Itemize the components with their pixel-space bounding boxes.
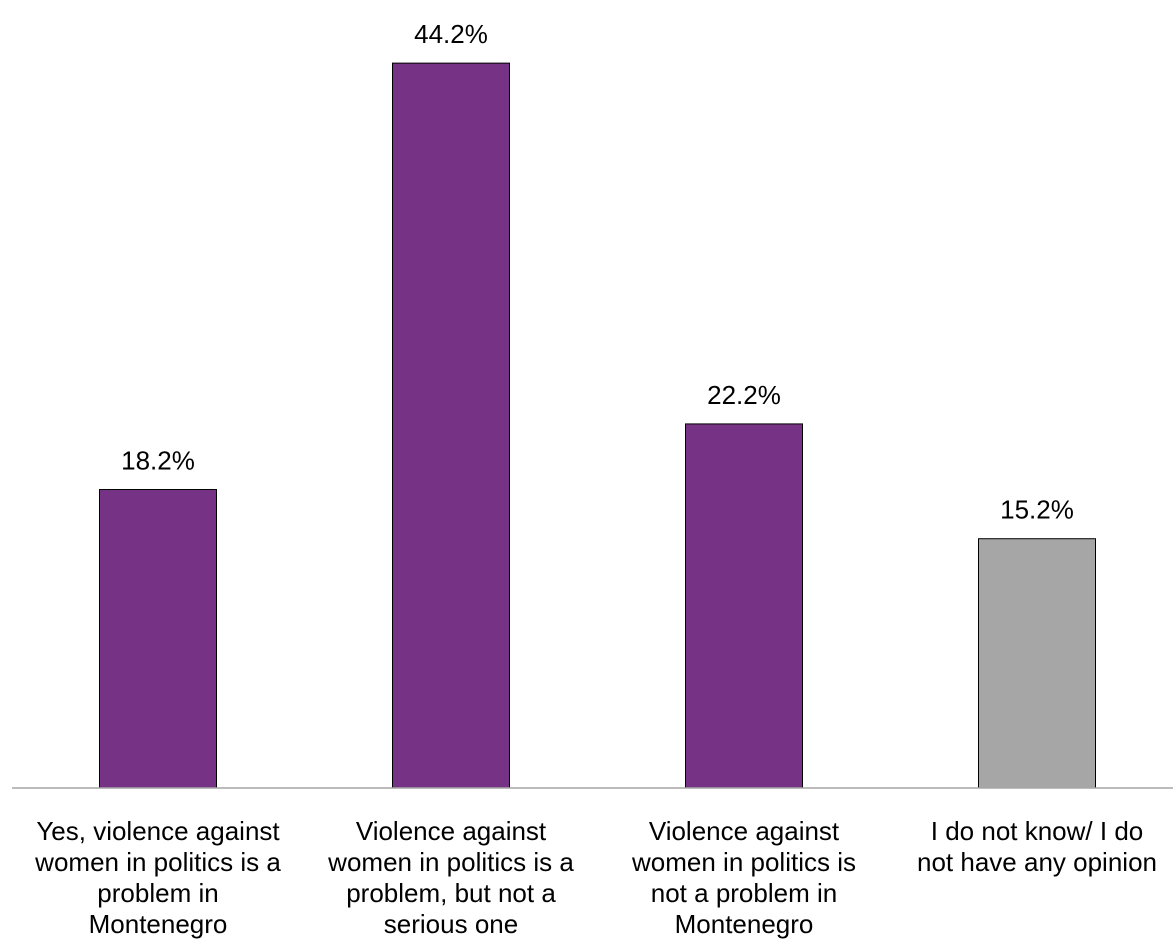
category-label-line: women in politics is xyxy=(631,847,856,877)
category-label-line: not have any opinion xyxy=(917,847,1157,877)
bars-group xyxy=(99,62,1096,789)
category-label-3: Violence against women in politics is not … xyxy=(631,816,856,939)
category-label-line: I do not know/ I do xyxy=(931,816,1143,846)
category-label-2: Violence against women in politics is a pr… xyxy=(327,816,574,939)
category-label-line: Montenegro xyxy=(675,909,814,939)
category-labels-group: Yes, violence against women in politics i… xyxy=(34,816,1157,939)
category-label-line: Yes, violence against xyxy=(36,816,280,846)
bar-2 xyxy=(392,62,510,789)
data-label-2: 44.2% xyxy=(414,19,488,49)
category-label-line: Violence against xyxy=(356,816,547,846)
bar-3 xyxy=(685,423,803,789)
category-label-4: I do not know/ I do not have any opinion xyxy=(917,816,1157,877)
category-label-line: women in politics is a xyxy=(327,847,574,877)
data-label-1: 18.2% xyxy=(121,446,195,476)
value-labels-group: 18.2% 44.2% 22.2% 15.2% xyxy=(121,19,1074,525)
category-label-line: not a problem in xyxy=(651,878,837,908)
category-label-line: problem in xyxy=(97,878,218,908)
category-label-line: serious one xyxy=(384,909,518,939)
category-label-1: Yes, violence against women in politics i… xyxy=(34,816,281,939)
category-label-line: Violence against xyxy=(649,816,840,846)
data-label-4: 15.2% xyxy=(1000,495,1074,525)
bar-1 xyxy=(99,489,217,789)
category-label-line: problem, but not a xyxy=(346,878,556,908)
category-label-line: Montenegro xyxy=(89,909,228,939)
category-label-line: women in politics is a xyxy=(34,847,281,877)
bar-4 xyxy=(978,538,1096,789)
data-label-3: 22.2% xyxy=(707,380,781,410)
